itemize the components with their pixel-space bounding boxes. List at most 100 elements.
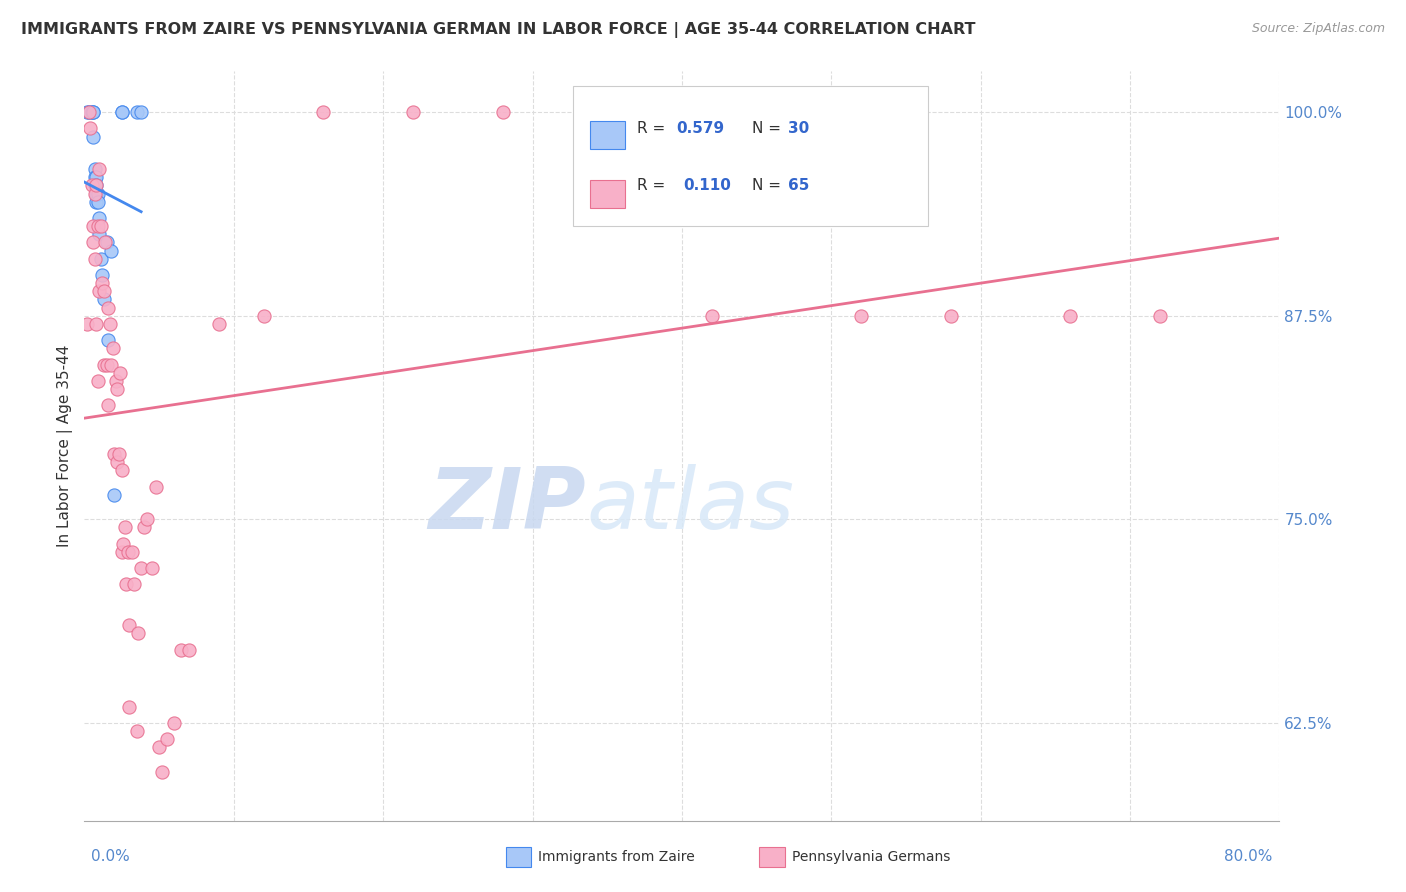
- Point: [83, 178, 105, 193]
- Point: [93, 293, 115, 307]
- Point: [82, 129, 104, 144]
- Point: [111, 105, 134, 120]
- Text: N =: N =: [752, 120, 786, 136]
- Point: [87, 219, 110, 233]
- Point: [93, 285, 115, 299]
- Point: [170, 642, 193, 657]
- Point: [105, 382, 128, 396]
- Point: [89, 211, 111, 225]
- Point: [111, 105, 134, 120]
- Point: [82, 219, 104, 233]
- Text: ZIP: ZIP: [429, 465, 586, 548]
- Point: [100, 244, 122, 258]
- Point: [103, 488, 125, 502]
- Text: Immigrants from Zaire: Immigrants from Zaire: [538, 850, 695, 864]
- Point: [208, 317, 231, 331]
- Point: [86, 178, 108, 193]
- Point: [91, 276, 114, 290]
- Text: 65: 65: [789, 178, 810, 194]
- Point: [103, 447, 125, 461]
- Point: [94, 235, 117, 250]
- Point: [87, 186, 110, 201]
- Point: [83, 162, 105, 177]
- Point: [86, 178, 108, 193]
- Point: [90, 219, 112, 233]
- Point: [163, 715, 186, 730]
- Text: atlas: atlas: [586, 465, 794, 548]
- Point: [76, 317, 98, 331]
- Point: [110, 366, 132, 380]
- Point: [312, 105, 335, 120]
- Point: [155, 732, 177, 747]
- Point: [125, 724, 148, 739]
- Point: [77, 105, 100, 120]
- Point: [89, 227, 111, 242]
- Text: Pennsylvania Germans: Pennsylvania Germans: [792, 850, 950, 864]
- Point: [89, 285, 111, 299]
- Point: [700, 309, 723, 323]
- Point: [145, 480, 167, 494]
- Point: [127, 626, 149, 640]
- Text: 80.0%: 80.0%: [1225, 849, 1272, 863]
- Point: [79, 121, 101, 136]
- Text: 0.0%: 0.0%: [91, 849, 131, 863]
- Text: R =: R =: [637, 120, 669, 136]
- Point: [82, 105, 104, 120]
- Point: [129, 561, 152, 575]
- Text: 30: 30: [789, 120, 810, 136]
- Point: [136, 512, 159, 526]
- Point: [105, 455, 128, 469]
- Point: [115, 577, 138, 591]
- Point: [93, 358, 115, 372]
- Point: [1059, 309, 1081, 323]
- Point: [97, 301, 120, 315]
- Point: [141, 561, 163, 575]
- Point: [90, 252, 112, 266]
- Point: [112, 537, 135, 551]
- Point: [87, 194, 110, 209]
- Point: [104, 374, 127, 388]
- Point: [117, 545, 139, 559]
- Point: [83, 178, 105, 193]
- Point: [77, 105, 100, 120]
- Point: [87, 374, 110, 388]
- Point: [114, 520, 136, 534]
- Point: [83, 186, 105, 201]
- Point: [97, 398, 120, 412]
- Text: Source: ZipAtlas.com: Source: ZipAtlas.com: [1251, 22, 1385, 36]
- Point: [100, 358, 122, 372]
- Point: [148, 740, 170, 755]
- Point: [492, 105, 515, 120]
- Point: [125, 105, 148, 120]
- Point: [122, 577, 145, 591]
- Text: 0.579: 0.579: [676, 120, 724, 136]
- Y-axis label: In Labor Force | Age 35-44: In Labor Force | Age 35-44: [58, 345, 73, 547]
- Point: [82, 235, 104, 250]
- Point: [80, 178, 103, 193]
- Point: [83, 252, 105, 266]
- Point: [939, 309, 962, 323]
- Point: [76, 105, 98, 120]
- Point: [77, 105, 100, 120]
- Point: [121, 545, 143, 559]
- Point: [253, 309, 276, 323]
- Point: [83, 170, 105, 185]
- Point: [851, 309, 873, 323]
- Point: [118, 699, 141, 714]
- Point: [97, 333, 120, 347]
- Point: [132, 520, 156, 534]
- Point: [82, 105, 104, 120]
- Point: [129, 105, 152, 120]
- Point: [91, 268, 114, 282]
- Text: N =: N =: [752, 178, 786, 194]
- Point: [118, 618, 141, 632]
- Point: [80, 105, 103, 120]
- Point: [98, 317, 121, 331]
- Point: [96, 358, 118, 372]
- Text: R =: R =: [637, 178, 675, 194]
- Point: [111, 545, 134, 559]
- Text: IMMIGRANTS FROM ZAIRE VS PENNSYLVANIA GERMAN IN LABOR FORCE | AGE 35-44 CORRELAT: IMMIGRANTS FROM ZAIRE VS PENNSYLVANIA GE…: [21, 22, 976, 38]
- Point: [581, 105, 603, 120]
- Point: [177, 642, 200, 657]
- Point: [86, 194, 108, 209]
